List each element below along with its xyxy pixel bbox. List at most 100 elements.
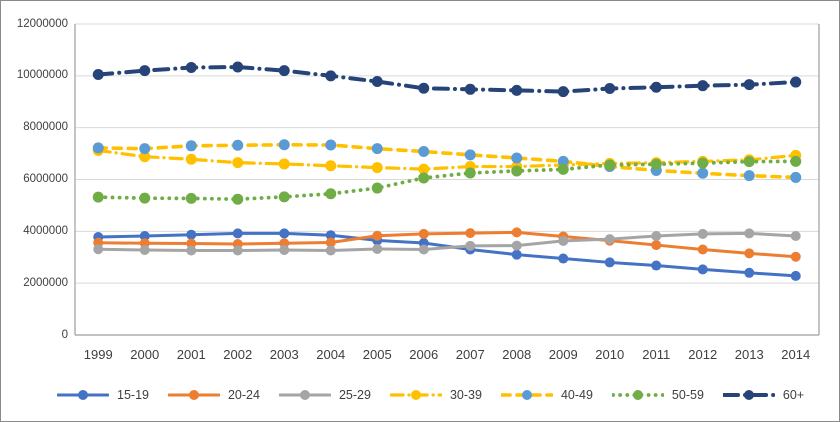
data-point <box>139 244 150 255</box>
y-axis-tick-label: 4000000 <box>23 224 68 237</box>
x-axis-tick-label: 2012 <box>688 347 718 362</box>
data-point <box>604 257 615 268</box>
series-50-59[interactable] <box>92 155 802 205</box>
data-point <box>744 228 755 239</box>
data-point <box>697 80 709 92</box>
data-point <box>557 163 569 175</box>
data-point <box>139 192 151 204</box>
data-point <box>232 228 243 239</box>
series-30-39[interactable] <box>92 144 802 175</box>
data-point <box>557 86 569 98</box>
data-point <box>511 152 523 164</box>
data-point <box>464 167 476 179</box>
legend: 15-19 20-24 25-29 30-39 40-49 50-59 60+ <box>57 388 823 402</box>
legend-item-label: 30-39 <box>449 388 482 402</box>
data-point <box>418 82 430 94</box>
data-point <box>464 149 476 161</box>
data-point <box>186 229 197 240</box>
data-point <box>511 84 523 96</box>
x-axis-tick-label: 2009 <box>548 347 578 362</box>
legend-key <box>722 390 775 400</box>
series-15-19[interactable] <box>93 228 801 281</box>
series-20-24[interactable] <box>93 227 801 262</box>
data-point <box>139 151 151 163</box>
data-point <box>697 167 709 179</box>
data-point <box>371 182 383 194</box>
y-axis-tick-label: 0 <box>61 328 68 341</box>
data-point <box>325 70 337 82</box>
legend-key <box>611 390 664 400</box>
legend-item-label: 40-49 <box>560 388 593 402</box>
data-point <box>139 230 150 241</box>
series-60plus[interactable] <box>92 61 802 98</box>
series-line <box>96 231 798 278</box>
series-line <box>96 142 798 180</box>
data-point <box>743 79 755 91</box>
x-axis-tick-label: 2010 <box>595 347 625 362</box>
data-point <box>418 146 430 158</box>
y-axis-tick-label: 8000000 <box>23 121 68 134</box>
legend-item-label: 15-19 <box>117 388 149 402</box>
data-point <box>465 240 476 251</box>
data-point <box>325 139 337 151</box>
x-axis-tick-label: 2006 <box>409 347 439 362</box>
x-axis-tick-label: 1999 <box>83 347 113 362</box>
data-point <box>371 76 383 88</box>
data-point <box>790 76 802 88</box>
legend-item-30-39[interactable]: 30-39 <box>389 388 482 402</box>
legend-item-label: 60+ <box>782 388 805 402</box>
x-axis-tick-label: 2001 <box>176 347 206 362</box>
data-point <box>697 228 708 239</box>
data-point <box>604 234 615 245</box>
data-point <box>511 249 522 260</box>
series-line <box>96 65 798 94</box>
legend-item-50-59[interactable]: 50-59 <box>611 388 704 402</box>
data-point <box>744 267 755 278</box>
data-point <box>325 160 337 172</box>
legend-key <box>500 390 553 400</box>
x-axis-tick-label: 2007 <box>455 347 485 362</box>
y-axis-tick-label: 10000000 <box>16 69 68 82</box>
legend-item-60plus[interactable]: 60+ <box>722 388 805 402</box>
legend-item-40-49[interactable]: 40-49 <box>500 388 593 402</box>
y-axis-tick-label: 6000000 <box>23 173 68 185</box>
x-axis-tick-label: 2005 <box>362 347 392 362</box>
legend-item-15-19[interactable]: 15-19 <box>57 388 149 402</box>
data-point <box>697 157 709 169</box>
legend-item-25-29[interactable]: 25-29 <box>278 388 371 402</box>
series-25-29[interactable] <box>93 228 801 256</box>
series-line <box>96 231 798 253</box>
legend-item-20-24[interactable]: 20-24 <box>167 388 260 402</box>
data-point <box>278 191 290 203</box>
data-point <box>325 188 337 200</box>
data-point <box>418 163 430 175</box>
data-point <box>139 143 151 155</box>
data-point <box>92 191 104 203</box>
data-point <box>278 139 290 151</box>
data-point <box>464 83 476 95</box>
data-point <box>279 244 290 255</box>
data-point <box>372 230 383 241</box>
data-point <box>650 158 662 170</box>
x-axis-tick-label: 2014 <box>781 347 811 362</box>
data-point <box>790 270 801 281</box>
data-point <box>325 230 336 241</box>
data-point <box>92 142 104 154</box>
x-axis-tick-label: 2002 <box>223 347 253 362</box>
data-point <box>185 140 197 152</box>
data-point <box>697 244 708 255</box>
data-point <box>418 244 429 255</box>
x-axis-tick-label: 2004 <box>316 347 346 362</box>
data-point <box>92 69 104 81</box>
x-axis-tick-label: 2011 <box>642 347 671 362</box>
x-axis-tick-label: 2008 <box>502 347 532 362</box>
data-point <box>232 193 244 205</box>
data-point <box>279 228 290 239</box>
x-axis-tick-label: 2003 <box>269 347 299 362</box>
data-point <box>278 158 290 170</box>
series-line <box>96 159 798 202</box>
legend-item-label: 25-29 <box>338 388 371 402</box>
data-point <box>744 248 755 259</box>
data-point <box>558 235 569 246</box>
